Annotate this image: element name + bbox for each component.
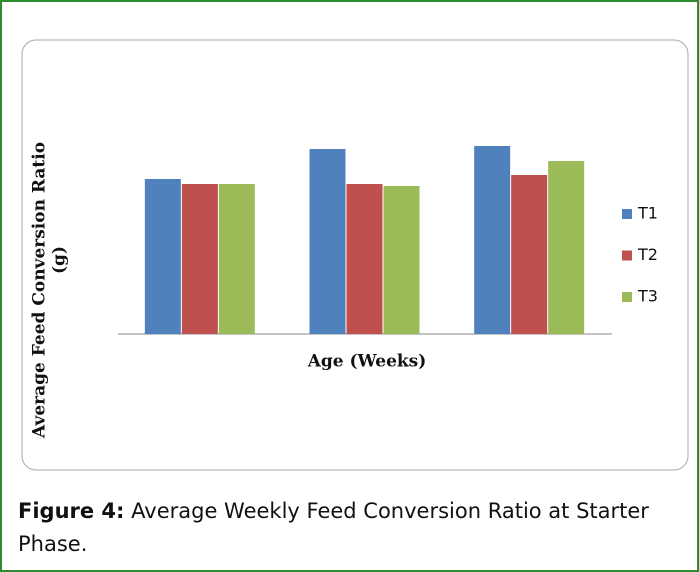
y-axis-label: Average Feed Conversion Ratio [30,142,50,439]
legend-label: T1 [637,204,658,223]
y-axis-label: (g) [50,246,70,274]
legend-swatch [622,250,632,261]
bar [144,179,181,334]
bar [181,184,218,334]
bar [474,146,511,334]
bar [218,184,255,334]
bar [511,175,548,334]
bar [309,149,346,334]
x-axis-label: Age (Weeks) [307,352,427,372]
bar [548,161,585,334]
caption-label: Figure 4: [18,499,125,523]
bar [346,184,383,334]
legend-label: T2 [637,245,658,264]
bar [383,186,420,334]
caption: Figure 4: Average Weekly Feed Conversion… [18,495,688,561]
legend-swatch [622,209,632,219]
legend-swatch [622,292,632,302]
caption-text: Average Weekly Feed Conversion Ratio at … [18,499,649,556]
legend-label: T3 [637,287,658,306]
